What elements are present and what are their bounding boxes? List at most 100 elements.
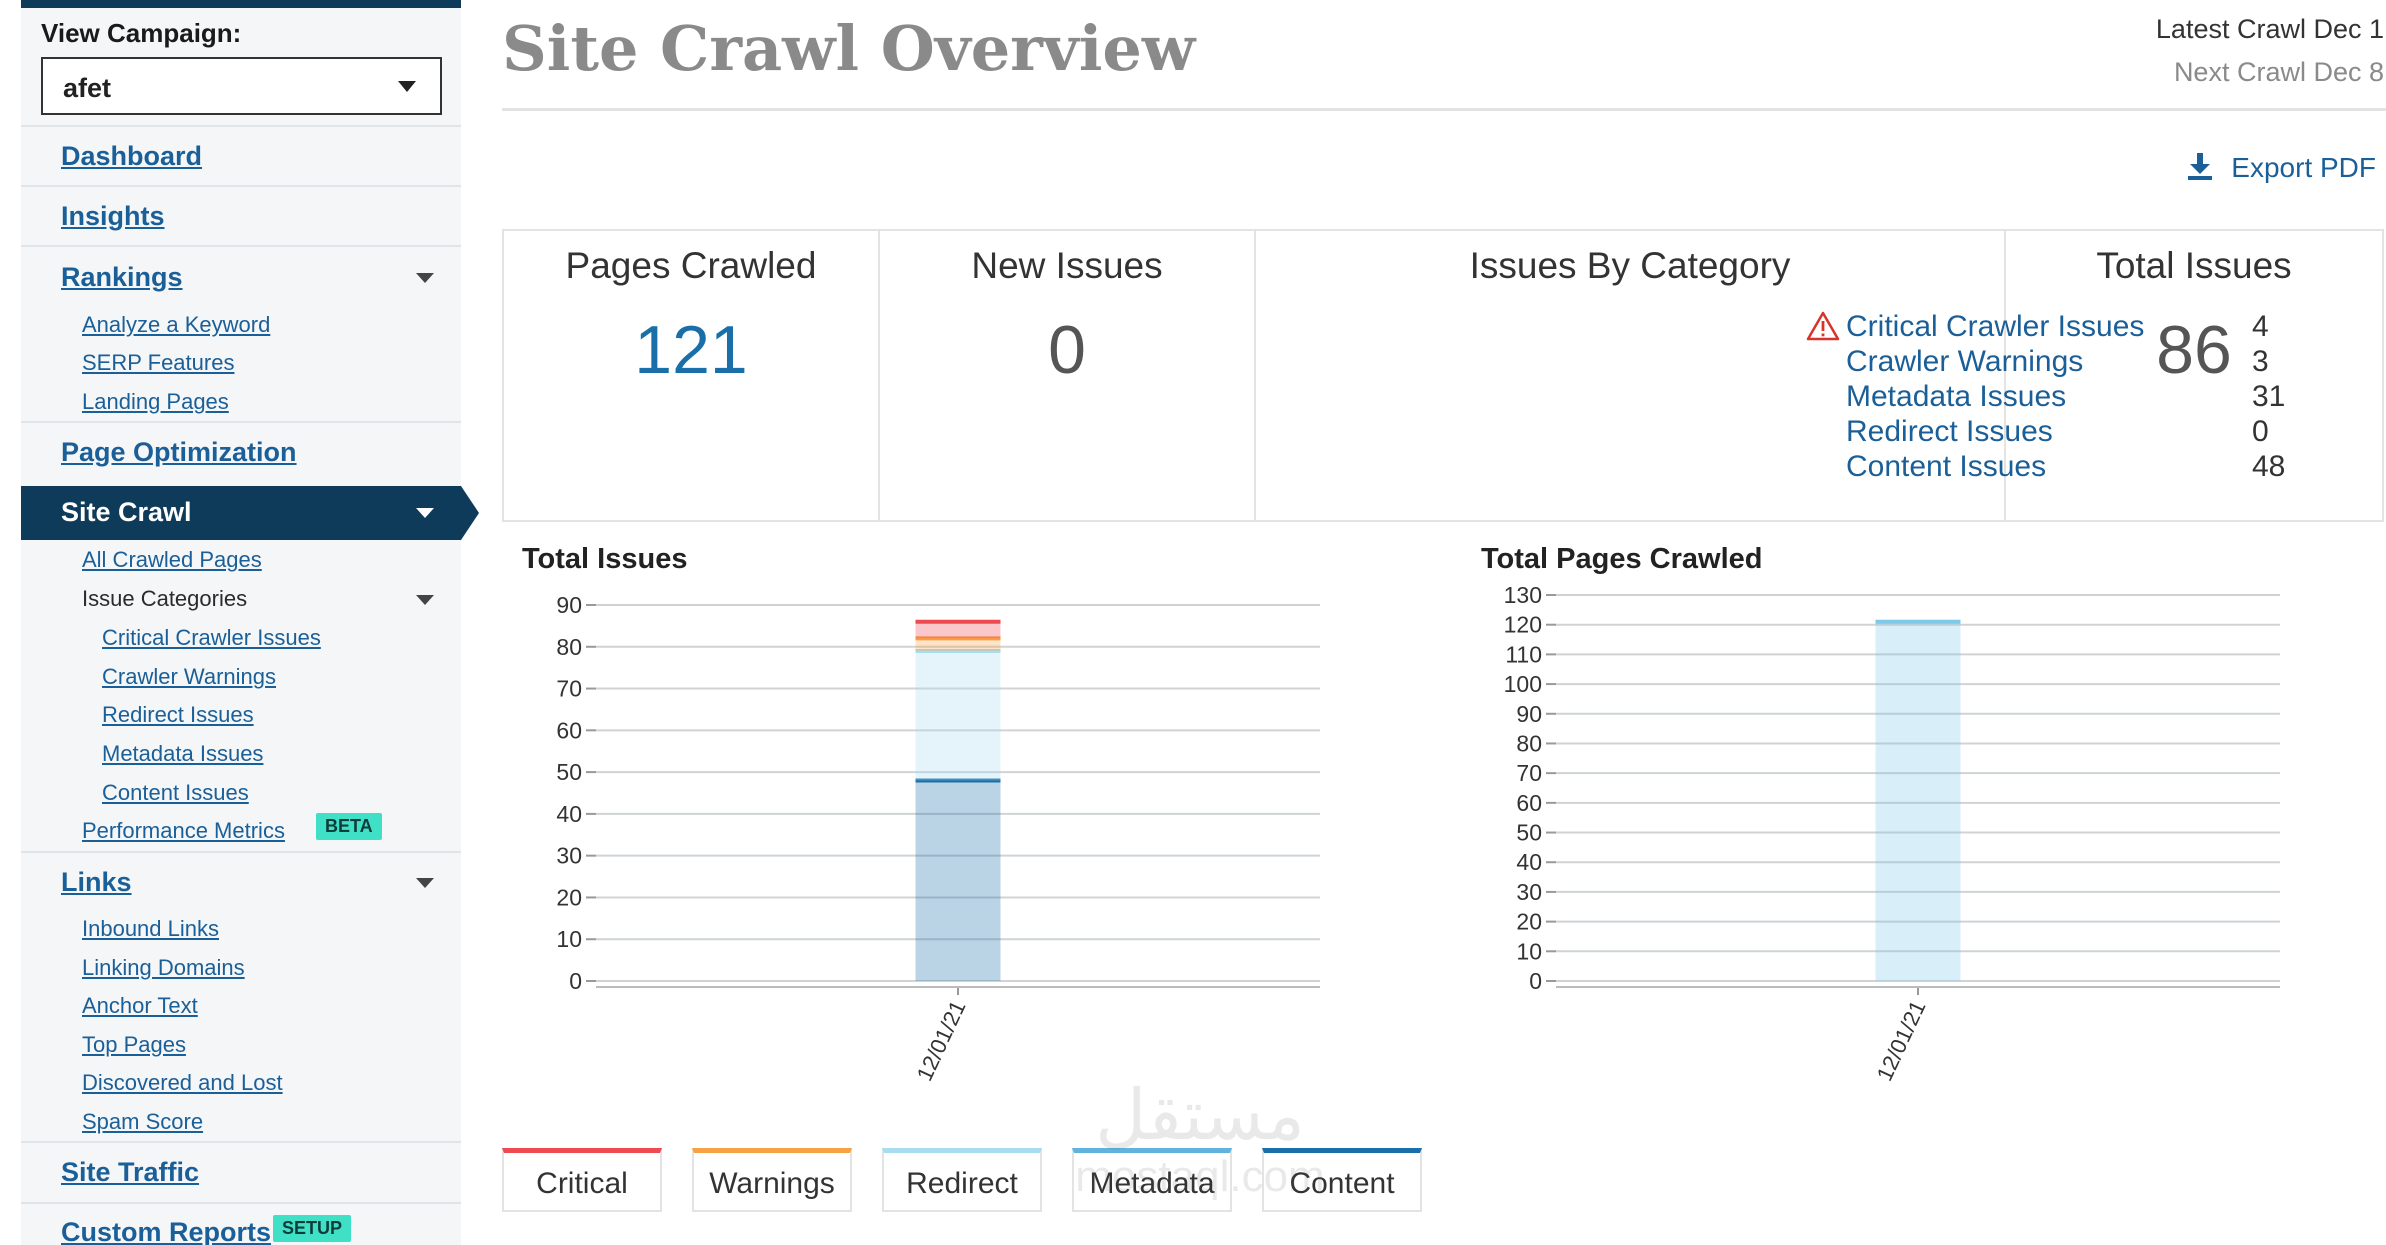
pages-crawled-value[interactable]: 121 <box>634 312 748 388</box>
legend-item-redirect[interactable]: Redirect <box>882 1148 1042 1212</box>
chevron-down-icon[interactable] <box>416 878 434 888</box>
category-content-issues-link[interactable]: Content Issues <box>1846 450 2047 483</box>
sidebar-item-discovered-and-lost[interactable]: Discovered and Lost <box>82 1070 283 1095</box>
issues-by-category-label: Issues By Category <box>1469 245 1791 286</box>
y-tick-label: 50 <box>556 759 582 785</box>
y-tick-label: 20 <box>1516 909 1542 935</box>
x-tick-label: 12/01/21 <box>912 997 971 1085</box>
stats-panel: Pages Crawled 121 New Issues 0 Issues By… <box>502 229 2384 522</box>
bar-segment <box>915 638 1001 651</box>
y-tick-label: 90 <box>556 592 582 618</box>
legend-item-critical[interactable]: Critical <box>502 1148 662 1212</box>
y-tick-label: 130 <box>1504 582 1542 608</box>
y-tick-label: 70 <box>556 676 582 702</box>
legend-item-content[interactable]: Content <box>1262 1148 1422 1212</box>
y-tick-label: 20 <box>556 884 582 910</box>
sidebar-item-top-pages[interactable]: Top Pages <box>82 1032 186 1057</box>
total-pages-crawled-chart: 0 10 20 30 40 50 60 70 80 90 100 110 120 130 12/01/21 <box>1504 582 2280 1085</box>
divider <box>21 125 461 127</box>
sidebar-item-content-issues[interactable]: Content Issues <box>102 780 249 805</box>
new-issues-card: New Issues 0 <box>880 231 1256 520</box>
sidebar: View Campaign: afet Dashboard Insights R… <box>21 0 479 1245</box>
page-title: Site Crawl Overview <box>502 12 1196 85</box>
y-tick-label: 80 <box>556 634 582 660</box>
sidebar-item-inbound-links[interactable]: Inbound Links <box>82 916 219 941</box>
category-redirect-issues-link[interactable]: Redirect Issues <box>1846 415 2053 448</box>
y-tick-label: 30 <box>1516 879 1542 905</box>
issues-by-category-card: Issues By Category Critical Crawler Issu… <box>1256 231 2285 520</box>
legend-item-metadata[interactable]: Metadata <box>1072 1148 1232 1212</box>
y-tick-label: 60 <box>556 717 582 743</box>
y-tick-label: 10 <box>1516 938 1542 964</box>
sidebar-item-performance-metrics[interactable]: Performance Metrics <box>82 818 285 843</box>
sidebar-item-all-crawled-pages[interactable]: All Crawled Pages <box>82 547 262 572</box>
chevron-down-icon[interactable] <box>416 595 434 605</box>
pages-crawled-label: Pages Crawled <box>565 245 817 286</box>
sidebar-item-insights[interactable]: Insights <box>61 201 165 231</box>
chevron-down-icon[interactable] <box>416 273 434 283</box>
watermark-latin: mostaql.com <box>1075 1152 1325 1201</box>
category-metadata-issues-link[interactable]: Metadata Issues <box>1846 380 2067 413</box>
category-critical-crawler-issues-link[interactable]: Critical Crawler Issues <box>1846 310 2145 343</box>
sidebar-item-serp-features[interactable]: SERP Features <box>82 350 235 375</box>
legend-item-warnings[interactable]: Warnings <box>692 1148 852 1212</box>
sidebar-item-metadata-issues[interactable]: Metadata Issues <box>102 741 264 766</box>
sidebar-item-rankings[interactable]: Rankings <box>61 262 183 292</box>
campaign-select[interactable]: afet <box>41 57 442 115</box>
sidebar-item-site-traffic[interactable]: Site Traffic <box>61 1157 200 1187</box>
bar-segment <box>915 650 1001 781</box>
y-tick-label: 70 <box>1516 760 1542 786</box>
category-count: 0 <box>2252 415 2269 448</box>
sidebar-item-custom-reports[interactable]: Custom Reports <box>61 1217 272 1245</box>
watermark-arabic: مستقل <box>1095 1076 1305 1154</box>
y-tick-label: 110 <box>1505 641 1542 667</box>
category-count: 4 <box>2252 310 2269 343</box>
sidebar-item-critical-crawler-issues[interactable]: Critical Crawler Issues <box>102 625 321 650</box>
chevron-down-icon <box>398 81 416 92</box>
sidebar-item-site-crawl[interactable]: Site Crawl <box>21 486 479 540</box>
sidebar-item-crawler-warnings[interactable]: Crawler Warnings <box>102 664 277 689</box>
export-pdf-button[interactable]: Export PDF <box>2187 152 2376 184</box>
chart-legend: Critical Warnings Redirect Metadata Content <box>502 1148 1422 1212</box>
y-tick-label: 80 <box>1516 730 1542 756</box>
total-issues-label: Total Issues <box>2096 245 2292 286</box>
total-issues-chart-title: Total Issues <box>522 543 688 575</box>
sidebar-item-dashboard[interactable]: Dashboard <box>61 141 203 171</box>
sidebar-item-page-optimization[interactable]: Page Optimization <box>61 437 297 467</box>
export-pdf-label: Export PDF <box>2231 152 2376 183</box>
y-tick-label: 100 <box>1504 671 1542 697</box>
title-divider <box>502 108 2386 111</box>
divider <box>21 851 461 853</box>
sidebar-item-anchor-text[interactable]: Anchor Text <box>82 993 198 1018</box>
total-issues-card: Total Issues 86 <box>2006 231 2382 520</box>
y-tick-label: 50 <box>1516 820 1542 846</box>
campaign-select-value: afet <box>63 73 112 103</box>
sidebar-top-accent <box>21 0 461 8</box>
y-tick-label: 40 <box>1516 849 1542 875</box>
setup-badge: SETUP <box>273 1215 352 1242</box>
x-tick-label: 12/01/21 <box>1872 997 1931 1085</box>
divider <box>21 1202 461 1204</box>
y-tick-label: 30 <box>556 843 582 869</box>
active-item-pointer <box>461 486 479 540</box>
sidebar-item-site-crawl-label: Site Crawl <box>61 497 192 527</box>
y-tick-label: 0 <box>1529 968 1542 994</box>
total-pages-crawled-chart-title: Total Pages Crawled <box>1481 543 1763 575</box>
sidebar-item-issue-categories[interactable]: Issue Categories <box>82 586 248 611</box>
sidebar-item-redirect-issues[interactable]: Redirect Issues <box>102 702 254 727</box>
sidebar-item-landing-pages[interactable]: Landing Pages <box>82 389 229 414</box>
category-crawler-warnings-link[interactable]: Crawler Warnings <box>1846 345 2084 378</box>
divider <box>21 185 461 187</box>
sidebar-item-linking-domains[interactable]: Linking Domains <box>82 955 245 980</box>
y-tick-label: 120 <box>1504 612 1542 638</box>
y-tick-label: 90 <box>1516 701 1542 727</box>
beta-badge: BETA <box>316 813 382 840</box>
divider <box>21 245 461 247</box>
chevron-down-icon[interactable] <box>416 508 434 518</box>
sidebar-item-analyze-keyword[interactable]: Analyze a Keyword <box>82 312 271 337</box>
y-tick-label: 60 <box>1516 790 1542 816</box>
sidebar-item-spam-score[interactable]: Spam Score <box>82 1109 204 1134</box>
bar-segment <box>915 621 1001 639</box>
total-issues-chart: 0 10 20 30 40 50 60 70 80 90 12/01/21 <box>556 592 1320 1085</box>
sidebar-item-links[interactable]: Links <box>61 867 132 897</box>
